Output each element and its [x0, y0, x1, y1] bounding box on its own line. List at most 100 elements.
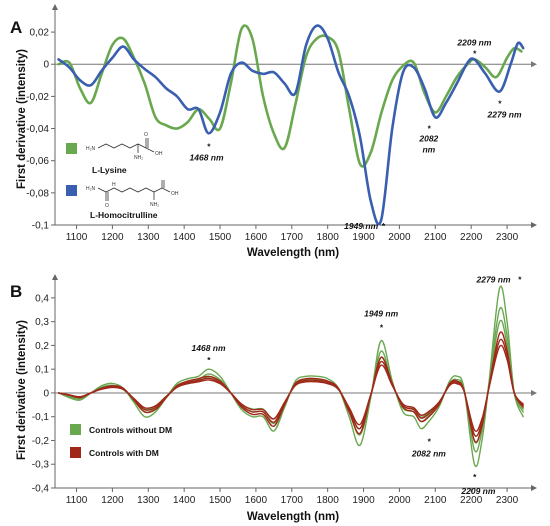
panel-b-x-tick-label: 1100	[66, 495, 88, 506]
series-line-controls-with-dm-3	[57, 344, 524, 432]
panel-a-x-tick-label: 1700	[281, 232, 304, 243]
panel-a-x-tick-label: 2200	[460, 232, 483, 243]
panel-a-zero-line-arrow	[531, 61, 537, 68]
panel-b-axes: -0,4 -0,3 -0,2 -0,1 0 0,1 0,2 0,3 0,4 1100 1200 130…	[32, 274, 537, 506]
panel-a-x-tick-label: 1400	[173, 232, 196, 243]
l-homocitrulline-nh2-text: NH₂	[150, 202, 159, 208]
panel-b-x-tick-label: 1700	[281, 495, 304, 506]
legend-label-l-homocitrulline: L-Homocitrulline	[90, 210, 158, 220]
panel-b-x-tick-label: 1400	[173, 495, 196, 506]
annotation-marker-2082-nm: *	[427, 437, 431, 447]
panel-a-x-tick-label: 2300	[496, 232, 519, 243]
panel-a-y-tick-label: -0,02	[26, 92, 49, 103]
panel-b-x-axis-title: Wavelength (nm)	[247, 511, 339, 523]
annotation-marker-1949-nm: *	[379, 323, 383, 333]
panel-b-x-tick-label: 2100	[424, 495, 447, 506]
panel-b-x-axis-arrow	[531, 485, 537, 491]
legend-swatch-l-homocitrulline	[66, 185, 77, 196]
legend-label-controls-with-dm: Controls with DM	[89, 448, 159, 458]
panel-a-x-tick-label: 1500	[209, 232, 232, 243]
legend-swatch-controls-with-dm	[70, 447, 81, 458]
panel-b-y-tick-label: 0,1	[35, 365, 49, 376]
panel-a-x-tick-label: 1300	[137, 232, 160, 243]
panel-b-series	[57, 285, 524, 467]
panel-a-y-tick-label: -0,08	[26, 188, 49, 199]
panel-a-y-tick-label: -0,04	[26, 124, 49, 135]
l-lysine-structure-image: H₂N O OH NH₂	[86, 132, 163, 161]
series-line-controls-with-dm-1	[57, 331, 524, 443]
panel-b: B First derivative (intensity) Wavelengt…	[10, 274, 537, 523]
l-lysine-h2n-text: H₂N	[86, 146, 96, 152]
panel-a-series	[57, 24, 525, 226]
legend-label-l-lysine: L-Lysine	[92, 165, 127, 175]
annotation-label-1949-nm: 1949 nm	[364, 309, 398, 319]
annotation-label-2209-nm: 2209 nm	[460, 486, 495, 496]
panel-b-zero-line-arrow	[531, 389, 537, 396]
panel-b-y-tick-label: 0,2	[35, 341, 49, 352]
panel-b-annotations: * 1468 nm * 1949 nm * 2082 nm * 2209 nm * 2279 nm	[192, 274, 522, 496]
panel-b-y-tick-label: -0,4	[32, 484, 50, 495]
annotation-label-2279-nm: 2279 nm	[476, 274, 511, 284]
annotation-marker-2209-nm: *	[473, 472, 477, 482]
panel-a-axes: -0,1 -0,08 -0,06 -0,04 -0,02 0 0,02 1100 1200 130…	[26, 4, 537, 243]
panel-a-x-tick-label: 1600	[245, 232, 268, 243]
panel-b-x-tick-label: 2200	[460, 495, 483, 506]
panel-b-x-tick-label: 2300	[496, 495, 519, 506]
panel-a-x-tick-label: 2100	[424, 232, 447, 243]
annotation-marker-2279-nm: *	[518, 274, 522, 284]
panel-a-y-tick-label: 0	[43, 60, 49, 71]
panel-a-legend: L-Lysine L-Homocitrulline	[66, 143, 158, 220]
l-lysine-o-text: O	[144, 132, 148, 138]
l-lysine-oh-text: OH	[155, 151, 163, 157]
annotation-marker-2209-nm: *	[473, 48, 477, 58]
annotation-marker-1468-nm: *	[207, 141, 211, 151]
panel-b-y-axis-arrow	[52, 274, 58, 280]
panel-b-x-tick-label: 1800	[317, 495, 340, 506]
panel-a-y-tick-label: -0,06	[26, 156, 49, 167]
panel-a: A First derivative (intensity) Wavelengt…	[10, 4, 537, 259]
series-line-controls-with-dm-2	[57, 338, 524, 437]
panel-b-x-tick-label: 1500	[209, 495, 232, 506]
l-homocitrulline-h2n-text: H₂N	[86, 186, 96, 192]
panel-b-x-tick-label: 1600	[245, 495, 268, 506]
panel-a-y-tick-label: 0,02	[30, 28, 50, 39]
annotation-label-2082-nm: nm	[422, 144, 435, 154]
panel-a-x-axis-title: Wavelength (nm)	[247, 247, 339, 259]
l-homocitrulline-h-text: H	[112, 182, 116, 188]
panel-b-y-tick-label: 0	[43, 388, 49, 399]
legend-swatch-l-lysine	[66, 143, 77, 154]
series-line-l-lysine	[57, 24, 523, 168]
panel-a-x-tick-label: 1800	[317, 232, 340, 243]
panel-b-y-tick-label: 0,4	[35, 293, 49, 304]
annotation-label-2082-nm: 2082 nm	[411, 449, 446, 459]
annotation-marker-1949-nm: *	[381, 221, 385, 231]
l-homocitrulline-oh-text: OH	[171, 191, 179, 197]
panel-a-x-axis-arrow	[531, 222, 537, 228]
legend-label-controls-without-dm: Controls without DM	[89, 425, 172, 435]
series-line-controls-without-dm-1	[57, 285, 524, 467]
panel-a-letter: A	[10, 18, 22, 37]
l-lysine-nh2-text: NH₂	[134, 155, 143, 161]
panel-a-x-tick-label: 1100	[66, 232, 88, 243]
panel-b-y-tick-label: -0,3	[32, 460, 50, 471]
panel-a-x-tick-label: 1200	[101, 232, 124, 243]
annotation-label-1468-nm: 1468 nm	[190, 152, 224, 162]
annotation-marker-2082-nm: *	[427, 123, 431, 133]
panel-b-legend: Controls without DM Controls with DM	[70, 424, 172, 458]
annotation-marker-2279-nm: *	[498, 99, 502, 109]
series-line-l-homocitrulline	[57, 24, 525, 226]
l-homocitrulline-o-text: O	[105, 203, 109, 209]
panel-b-y-tick-label: -0,2	[32, 436, 50, 447]
annotation-marker-1468-nm: *	[207, 355, 211, 365]
annotation-label-1468-nm: 1468 nm	[192, 343, 226, 353]
panel-b-letter: B	[10, 282, 22, 301]
panel-b-y-axis-title: First derivative (intensity)	[16, 320, 28, 460]
panel-b-x-tick-label: 1300	[137, 495, 160, 506]
legend-swatch-controls-without-dm	[70, 424, 81, 435]
annotation-label-1949-nm: 1949 nm	[344, 221, 378, 231]
panel-a-x-tick-label: 1900	[352, 232, 375, 243]
panel-b-x-tick-label: 2000	[388, 495, 411, 506]
panel-a-y-tick-label: -0,1	[32, 221, 50, 232]
